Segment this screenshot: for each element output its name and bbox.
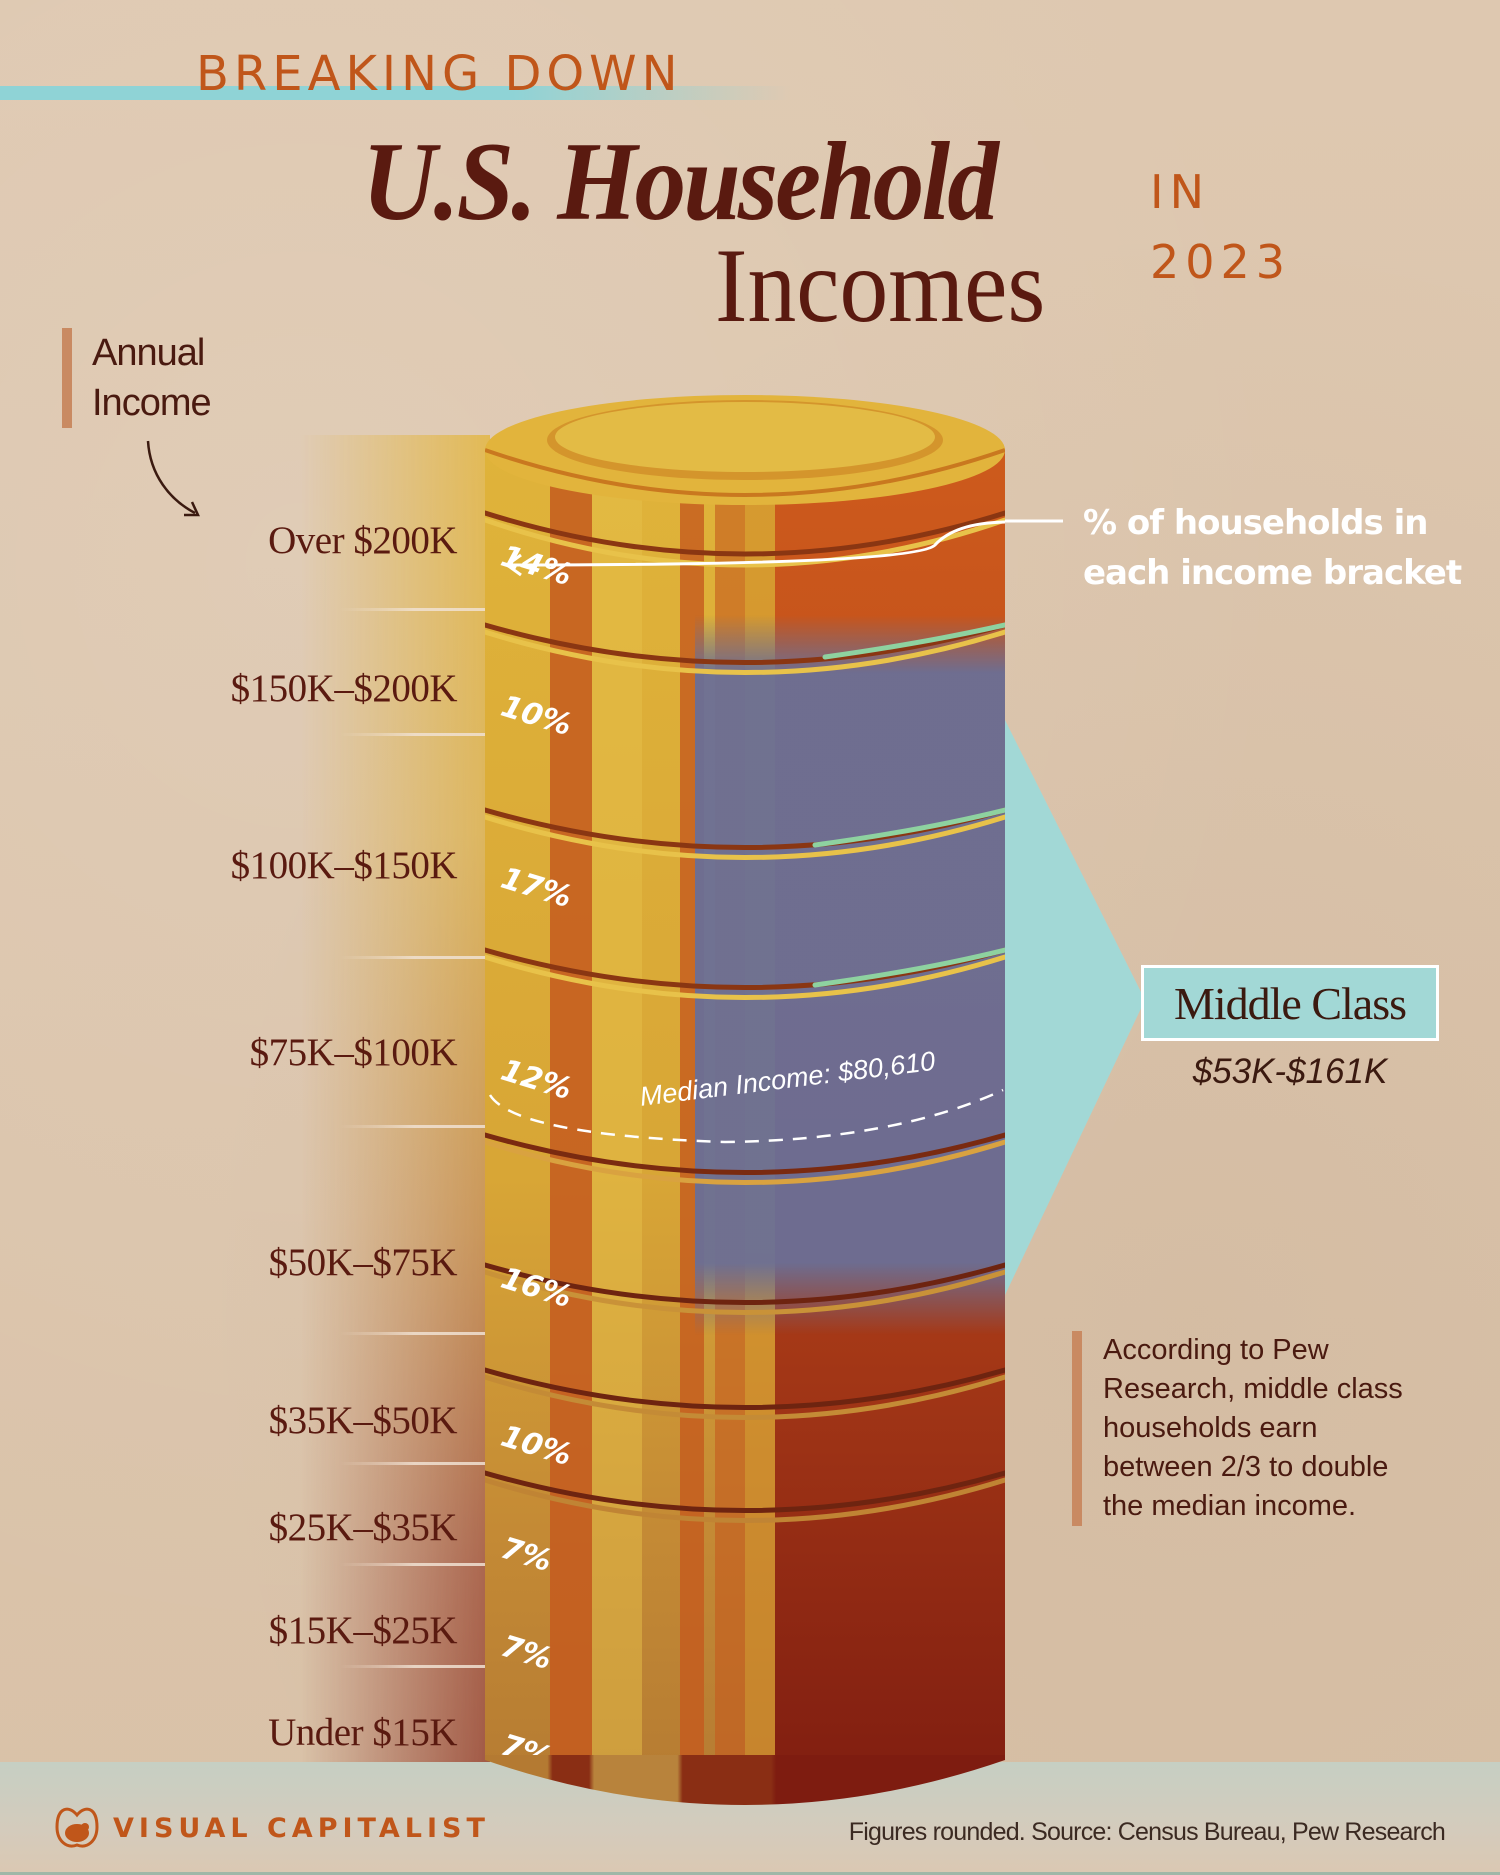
bracket-label: Over $200K — [268, 519, 457, 562]
bracket-label: $150K–$200K — [230, 667, 458, 710]
callout-line — [1005, 519, 1063, 523]
page-title-line2: Incomes — [715, 227, 1046, 344]
bracket-divider — [340, 1563, 488, 1566]
bracket-label: $15K–$25K — [268, 1609, 458, 1652]
visual-capitalist-logo-icon — [55, 1807, 99, 1848]
page-title-line1: U.S. Household — [362, 120, 999, 244]
bracket-divider — [340, 1332, 488, 1335]
axis-title-line2: Income — [92, 382, 212, 424]
brand-name: VISUAL CAPITALIST — [113, 1812, 490, 1844]
bracket-label: Under $15K — [268, 1711, 457, 1754]
title-in: IN — [1150, 165, 1210, 219]
coin-stack-graphic — [485, 395, 1005, 1800]
bracket-divider — [340, 1125, 488, 1128]
middle-class-label: Middle Class — [1141, 965, 1439, 1041]
title-year: 2023 — [1150, 235, 1292, 289]
label-glow — [300, 435, 490, 1765]
footer-divider — [0, 1872, 1500, 1875]
coin-stack-base — [485, 1755, 1005, 1805]
kicker: BREAKING DOWN — [196, 46, 683, 102]
bracket-label: $35K–$50K — [268, 1399, 458, 1442]
curved-arrow-icon — [146, 440, 200, 517]
brand-logo[interactable]: VISUAL CAPITALIST — [55, 1805, 490, 1851]
bracket-label: $100K–$150K — [230, 844, 458, 887]
coin-stack-chart — [485, 395, 1005, 1815]
bracket-divider — [340, 1462, 488, 1465]
middle-class-range: $53K-$161K — [1192, 1052, 1388, 1091]
axis-title: Annual Income — [62, 328, 212, 428]
bracket-divider — [340, 608, 488, 611]
bracket-label: $75K–$100K — [249, 1031, 458, 1074]
accent-bar — [0, 86, 790, 100]
bracket-divider — [340, 1665, 488, 1668]
bracket-divider — [340, 956, 488, 959]
bracket-label: $50K–$75K — [268, 1241, 458, 1284]
pct-callout-note: % of households in each income bracket — [1083, 503, 1462, 593]
bracket-label: $25K–$35K — [268, 1506, 458, 1549]
bracket-divider — [340, 733, 488, 736]
middle-class-wedge — [1005, 720, 1145, 1295]
axis-title-line1: Annual — [92, 332, 205, 374]
source-note: Figures rounded. Source: Census Bureau, … — [848, 1818, 1446, 1846]
pew-research-note: According to Pew Research, middle class … — [1072, 1331, 1423, 1526]
